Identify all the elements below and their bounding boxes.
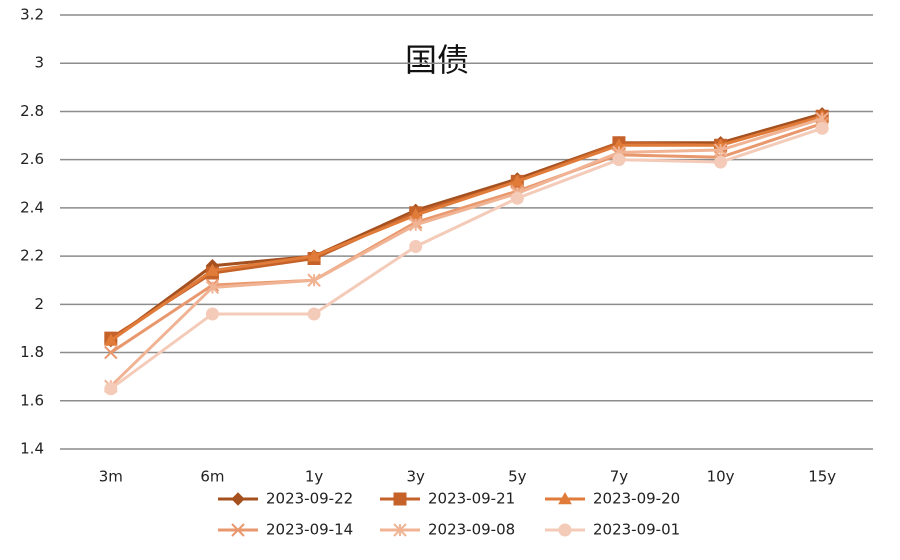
y-tick-label: 1.8 (20, 343, 44, 361)
marker (205, 280, 220, 295)
marker (815, 121, 829, 135)
y-tick-label: 3 (34, 54, 44, 72)
marker (205, 307, 219, 321)
x-tick-label: 6m (200, 468, 224, 486)
chart-title: 国债 (405, 41, 469, 79)
x-tick-label: 5y (508, 468, 527, 486)
legend-item: 2023-09-22 (218, 490, 353, 508)
legend-label: 2023-09-08 (428, 521, 515, 539)
marker (612, 153, 626, 167)
marker (307, 273, 321, 287)
marker (104, 345, 118, 360)
marker (104, 382, 118, 396)
y-tick-label: 2 (34, 295, 44, 313)
legend-marker (558, 491, 572, 505)
marker (205, 263, 220, 276)
x-tick-label: 3m (99, 468, 123, 486)
series-line (109, 126, 823, 390)
legend-item: 2023-09-20 (545, 490, 680, 508)
legend-marker (231, 523, 245, 537)
series (104, 111, 829, 394)
legend-marker (393, 492, 407, 506)
x-tick-label: 7y (610, 468, 629, 486)
legend-label: 2023-09-14 (266, 521, 353, 539)
marker (714, 155, 728, 169)
x-tick-label: 15y (808, 468, 836, 486)
marker (713, 143, 728, 157)
y-tick-label: 2.6 (20, 150, 44, 168)
legend-label: 2023-09-01 (593, 521, 680, 539)
legend-marker (231, 492, 245, 506)
series-line (109, 112, 823, 342)
marker (510, 191, 524, 205)
series-line (109, 117, 823, 388)
y-tick-label: 2.2 (20, 247, 44, 265)
series-line (109, 122, 823, 354)
y-tick-label: 1.4 (20, 440, 44, 458)
legend-marker (393, 523, 407, 537)
x-tick-label: 10y (707, 468, 735, 486)
legend-label: 2023-09-22 (266, 490, 353, 508)
legend-item: 2023-09-14 (218, 521, 353, 539)
marker (307, 307, 321, 321)
y-tick-label: 2.8 (20, 102, 44, 120)
y-tick-label: 1.6 (20, 391, 44, 409)
series (104, 121, 829, 396)
marker (409, 239, 423, 253)
legend-item: 2023-09-21 (380, 490, 515, 508)
x-tick-label: 3y (406, 468, 425, 486)
marker (103, 333, 118, 346)
marker (510, 174, 525, 187)
marker (408, 218, 423, 232)
legend-marker (558, 523, 572, 537)
legend-label: 2023-09-21 (428, 490, 515, 508)
legend-item: 2023-09-01 (545, 521, 680, 539)
legend-item: 2023-09-08 (380, 521, 515, 539)
x-tick-label: 1y (305, 468, 324, 486)
y-tick-label: 2.4 (20, 198, 44, 216)
legend-label: 2023-09-20 (593, 490, 680, 508)
y-tick-label: 3.2 (20, 6, 44, 24)
series-line (109, 114, 823, 342)
marker (307, 249, 321, 262)
